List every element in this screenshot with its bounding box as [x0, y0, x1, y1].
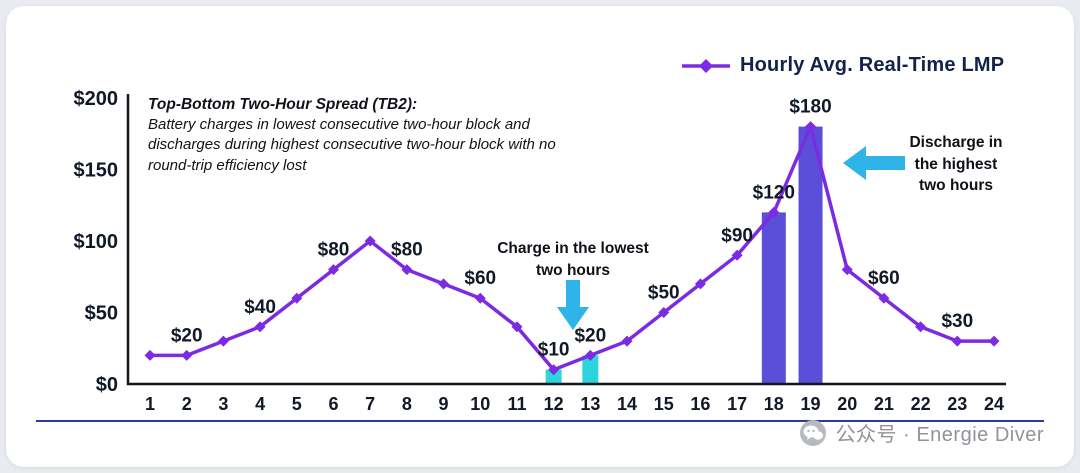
svg-text:5: 5 [292, 394, 302, 414]
svg-text:24: 24 [984, 394, 1004, 414]
svg-text:$120: $120 [753, 182, 795, 203]
charge-down-arrow-icon [555, 280, 591, 337]
svg-text:$80: $80 [391, 240, 423, 261]
svg-text:$10: $10 [538, 340, 570, 361]
svg-text:$100: $100 [74, 231, 119, 253]
legend-line-marker-icon [682, 58, 730, 73]
svg-text:22: 22 [911, 394, 931, 414]
charge-annotation: Charge in the lowest two hours [497, 240, 649, 279]
watermark-text: 公众号 · Energie Diver [835, 424, 1044, 446]
svg-text:7: 7 [365, 394, 375, 414]
svg-text:$30: $30 [941, 311, 973, 332]
svg-text:9: 9 [439, 394, 449, 414]
svg-text:10: 10 [470, 394, 490, 414]
svg-text:$200: $200 [74, 88, 119, 110]
svg-text:$90: $90 [721, 225, 753, 246]
svg-text:$40: $40 [244, 297, 276, 318]
svg-text:2: 2 [182, 394, 192, 414]
svg-text:23: 23 [947, 394, 967, 414]
svg-text:$80: $80 [318, 240, 350, 261]
svg-text:12: 12 [544, 394, 564, 414]
svg-text:$50: $50 [648, 283, 680, 304]
chart-legend: Hourly Avg. Real-Time LMP [682, 54, 1004, 77]
watermark: 公众号 · Energie Diver [799, 418, 1044, 447]
svg-text:19: 19 [801, 394, 821, 414]
tb2-annotation-title: Top-Bottom Two-Hour Spread (TB2): [148, 96, 418, 113]
svg-text:$180: $180 [789, 97, 831, 118]
tb2-annotation-body: Battery charges in lowest consecutive tw… [148, 116, 556, 174]
svg-text:21: 21 [874, 394, 894, 414]
svg-text:18: 18 [764, 394, 784, 414]
svg-text:20: 20 [837, 394, 857, 414]
svg-text:6: 6 [328, 394, 338, 414]
discharge-annotation: Discharge in the highest two hours [909, 134, 1003, 195]
svg-text:13: 13 [580, 394, 600, 414]
svg-text:$60: $60 [464, 268, 496, 289]
wechat-icon [799, 419, 826, 446]
svg-text:$0: $0 [96, 374, 118, 396]
svg-text:$20: $20 [574, 325, 606, 346]
footer-divider-line [36, 420, 1044, 422]
svg-text:8: 8 [402, 394, 412, 414]
svg-text:16: 16 [690, 394, 710, 414]
chart-card [6, 6, 1074, 467]
tb2-annotation: Top-Bottom Two-Hour Spread (TB2): Batter… [148, 94, 572, 176]
svg-text:14: 14 [617, 394, 637, 414]
svg-text:11: 11 [507, 394, 526, 414]
svg-text:$150: $150 [74, 160, 119, 182]
legend-series-label: Hourly Avg. Real-Time LMP [740, 54, 1005, 76]
svg-text:15: 15 [654, 394, 674, 414]
svg-text:$20: $20 [171, 325, 203, 346]
svg-text:4: 4 [255, 394, 265, 414]
svg-text:17: 17 [727, 394, 747, 414]
svg-text:1: 1 [145, 394, 155, 414]
svg-text:3: 3 [218, 394, 228, 414]
discharge-left-arrow-icon [843, 146, 905, 185]
svg-text:$60: $60 [868, 268, 900, 289]
svg-text:$50: $50 [85, 303, 118, 325]
